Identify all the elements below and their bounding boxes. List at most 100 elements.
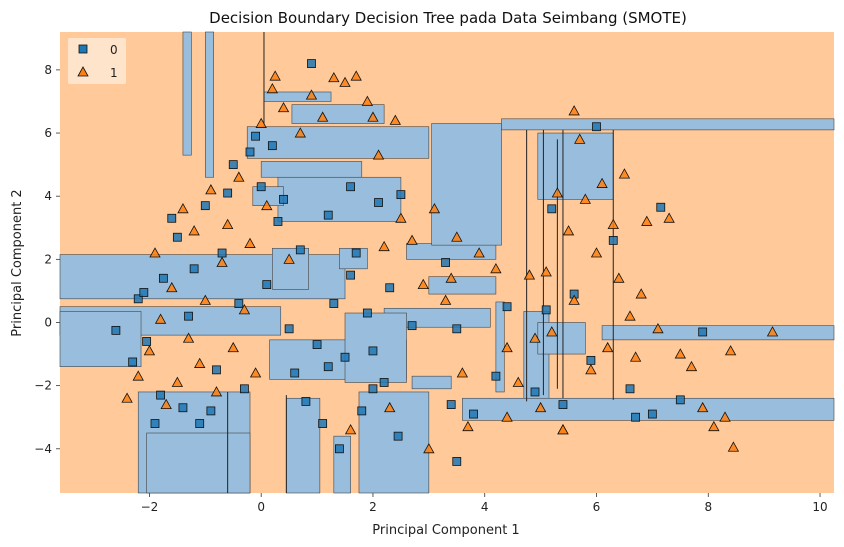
class-1-point: [512, 376, 524, 387]
class-1-point: [462, 420, 474, 432]
class-1-point: [696, 401, 709, 413]
class-1-point: [473, 247, 485, 258]
decision-region-class-0: [286, 397, 321, 494]
class-0-point: [675, 395, 685, 405]
class-1-point: [501, 411, 513, 422]
class-1-point: [339, 76, 351, 87]
x-tick-label: 4: [481, 500, 489, 514]
class-1-point: [328, 71, 340, 83]
decision-region-class-0: [358, 391, 430, 494]
class-1-point: [266, 83, 279, 94]
class-1-point: [395, 212, 407, 223]
class-0-point: [647, 409, 657, 419]
chart-title: Decision Boundary Decision Tree pada Dat…: [209, 9, 687, 27]
class-0-point: [128, 357, 138, 367]
class-0-point: [212, 365, 221, 375]
class-0-point: [228, 160, 238, 170]
class-1-point: [417, 278, 429, 290]
decision-region-class-0: [537, 322, 586, 355]
class-0-point: [547, 204, 557, 214]
class-1-point: [685, 360, 698, 372]
legend-marker-class-0: [78, 44, 88, 54]
class-1-point: [674, 348, 686, 359]
class-1-point: [221, 218, 234, 230]
class-0-point: [491, 371, 501, 381]
x-axis-ticks: −2 0 2 4 6 8 10: [141, 493, 828, 514]
class-1-point: [613, 272, 625, 283]
class-0-point: [245, 147, 255, 157]
decision-region-class-0: [462, 397, 835, 421]
class-1-point: [171, 376, 184, 387]
class-0-point: [189, 264, 199, 274]
class-1-point: [534, 401, 547, 413]
class-1-point: [546, 326, 558, 337]
class-1-point: [121, 392, 133, 403]
class-1-point: [389, 114, 401, 125]
y-tick-label: 2: [44, 252, 52, 266]
decision-region-class-0: [59, 311, 142, 367]
class-1-point: [624, 310, 636, 321]
class-1-point: [384, 401, 396, 413]
class-1-point: [199, 294, 211, 305]
class-0-point: [158, 273, 168, 283]
class-1-point: [568, 105, 580, 116]
y-tick-label: −4: [34, 442, 52, 456]
class-0-point: [284, 324, 294, 334]
class-0-point: [346, 270, 355, 280]
class-0-point: [586, 355, 596, 365]
class-0-point: [307, 59, 316, 68]
class-1-point: [244, 237, 256, 248]
class-0-point: [267, 141, 277, 151]
class-1-point: [132, 370, 144, 381]
x-tick-label: 0: [257, 500, 265, 514]
x-tick-label: 6: [593, 500, 601, 514]
class-0-point: [625, 384, 635, 394]
y-axis-ticks: −4 −2 0 2 4 6 8: [34, 63, 60, 456]
decision-region-class-0: [246, 126, 430, 159]
class-0-point: [446, 400, 456, 409]
legend-label-class-1: 1: [110, 66, 118, 80]
class-0-point: [150, 419, 160, 428]
class-1-point: [766, 326, 779, 337]
y-tick-label: −2: [34, 379, 52, 393]
class-1-point: [166, 281, 178, 293]
class-0-point: [558, 400, 568, 409]
class-1-point: [143, 345, 156, 356]
class-0-point: [323, 362, 333, 372]
class-0-point: [262, 280, 272, 290]
class-0-point: [111, 325, 121, 335]
class-1-point: [372, 149, 385, 160]
class-1-point: [601, 341, 614, 353]
x-axis-label: Principal Component 1: [372, 523, 519, 538]
class-1-point: [378, 240, 390, 252]
class-1-point: [641, 215, 653, 226]
decision-region-class-0: [411, 375, 452, 390]
class-1-points: [121, 70, 779, 454]
legend-label-class-0: 0: [110, 43, 118, 57]
y-tick-label: 4: [44, 189, 52, 203]
decision-region-class-0: [501, 118, 835, 131]
class-1-point: [205, 184, 217, 195]
class-1-point: [305, 89, 318, 100]
class-1-point: [451, 231, 463, 242]
class-1-point: [233, 171, 245, 182]
class-0-point: [167, 213, 177, 223]
class-0-point: [318, 419, 328, 428]
class-0-point: [301, 397, 311, 406]
class-0-point: [329, 299, 339, 308]
class-1-point: [154, 313, 167, 324]
class-0-point: [133, 294, 143, 304]
class-1-point: [177, 202, 189, 214]
class-1-point: [490, 262, 502, 274]
class-1-point: [568, 294, 580, 305]
class-1-point: [557, 424, 569, 435]
class-0-point: [195, 419, 205, 428]
class-1-point: [182, 332, 195, 343]
class-0-point: [223, 188, 233, 198]
class-1-point: [629, 351, 642, 362]
class-1-point: [529, 332, 541, 343]
class-0-point: [351, 248, 361, 258]
decision-region-class-0: [291, 104, 385, 124]
class-1-point: [261, 199, 273, 211]
class-0-point: [368, 346, 378, 356]
